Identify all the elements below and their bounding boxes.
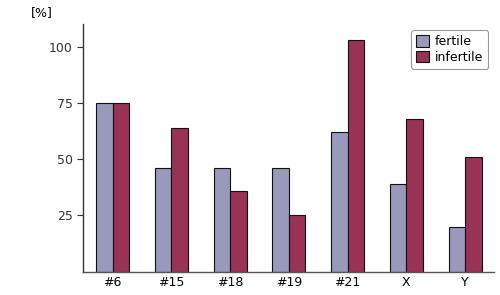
Bar (155, 168, 172, 272)
Text: [%]: [%] (30, 6, 52, 19)
Bar (289, 215, 306, 272)
Bar (272, 168, 289, 272)
Bar (214, 168, 230, 272)
Bar (348, 40, 364, 272)
Bar (448, 227, 465, 272)
Bar (390, 184, 406, 272)
Bar (230, 191, 246, 272)
Bar (331, 132, 347, 272)
Bar (96, 103, 112, 272)
Bar (112, 103, 129, 272)
Legend: fertile, infertile: fertile, infertile (411, 30, 488, 69)
Bar (172, 128, 188, 272)
Bar (406, 119, 423, 272)
Bar (465, 157, 481, 272)
